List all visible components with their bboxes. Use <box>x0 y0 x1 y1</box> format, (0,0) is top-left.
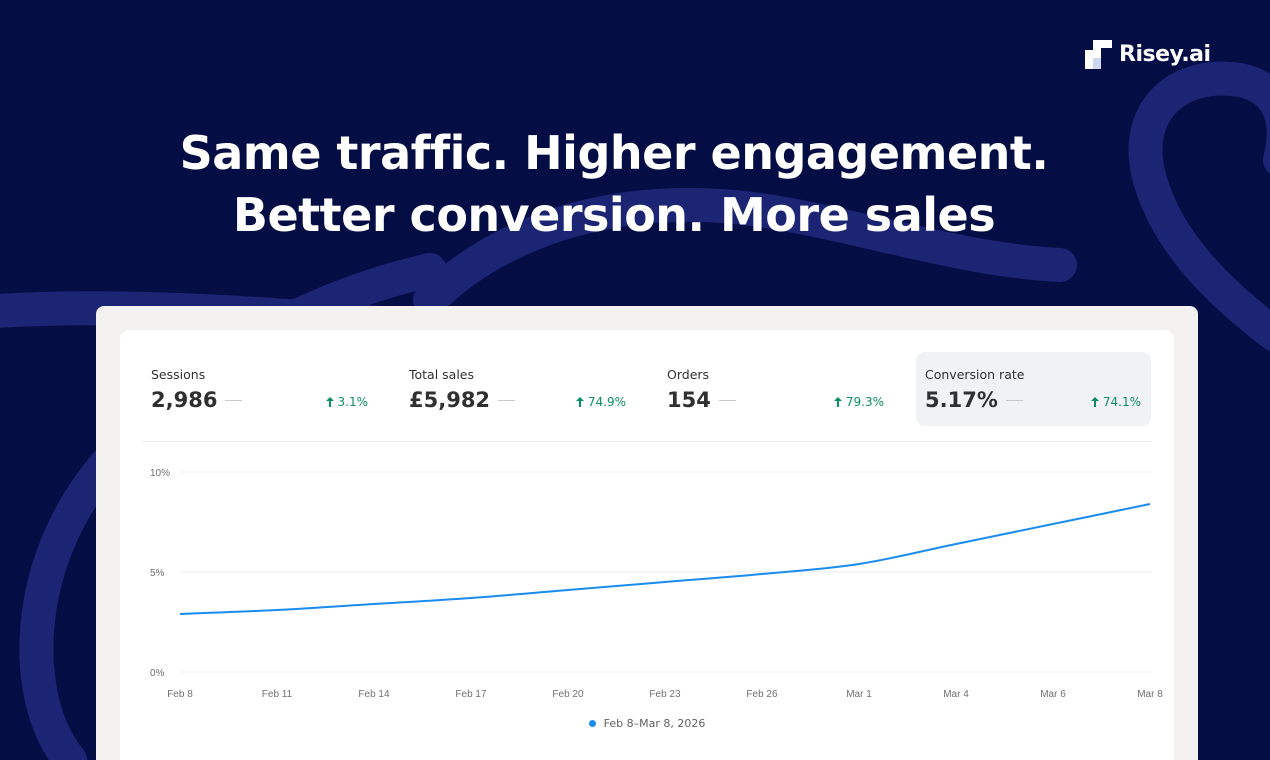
metric-dash <box>718 399 736 401</box>
metric-orders[interactable]: Orders 154 79.3% <box>658 352 894 426</box>
metric-delta: 74.9% <box>575 395 626 409</box>
metric-label: Orders <box>667 367 710 382</box>
x-tick-label: Feb 20 <box>552 689 584 700</box>
x-tick-label: Feb 14 <box>358 689 390 700</box>
metric-delta-value: 79.3% <box>845 395 884 409</box>
metric-delta: 3.1% <box>325 395 369 409</box>
legend-label: Feb 8–Mar 8, 2026 <box>603 717 706 730</box>
y-tick-label: 10% <box>150 468 170 479</box>
metric-value: 5.17% <box>925 388 998 412</box>
metric-value: 154 <box>667 388 711 412</box>
metric-delta: 74.1% <box>1090 395 1141 409</box>
arrow-up-icon <box>325 397 334 407</box>
risey-logo-icon <box>1085 39 1112 69</box>
metrics-row: Sessions 2,986 3.1% Total sales £5,982 <box>142 352 1152 426</box>
metric-value: £5,982 <box>409 388 491 412</box>
x-tick-label: Feb 8 <box>167 689 193 700</box>
x-tick-label: Mar 1 <box>846 689 872 700</box>
y-tick-label: 5% <box>150 568 165 579</box>
x-tick-label: Mar 4 <box>943 689 969 700</box>
metrics-divider <box>142 441 1152 442</box>
metric-value-wrap: 154 <box>667 388 736 412</box>
headline-line-2: Better conversion. More sales <box>232 188 996 242</box>
legend-dot <box>588 720 596 727</box>
arrow-up-icon <box>833 397 842 407</box>
metric-value-wrap: 2,986 <box>151 388 243 412</box>
x-tick-label: Mar 8 <box>1137 689 1163 700</box>
metric-label: Total sales <box>409 367 475 382</box>
metric-label: Conversion rate <box>925 367 1025 382</box>
brand-logo: Risey.ai <box>1085 38 1211 70</box>
metric-value-wrap: £5,982 <box>409 388 516 412</box>
series-line <box>179 503 1151 615</box>
metric-delta-value: 74.1% <box>1102 395 1141 409</box>
headline-line-1: Same traffic. Higher engagement. <box>179 126 1049 180</box>
analytics-card: Sessions 2,986 3.1% Total sales £5,982 <box>120 330 1174 760</box>
y-tick-label: 0% <box>150 668 165 679</box>
metric-dash <box>1005 399 1023 401</box>
metric-delta: 79.3% <box>833 395 884 409</box>
metric-value-wrap: 5.17% <box>925 388 1023 412</box>
conversion-rate-chart: 0% 5% 10% Feb 8 Feb 11 Feb 14 Feb 17 Feb 20 Feb … <box>150 468 1163 700</box>
x-tick-label: Mar 6 <box>1040 689 1066 700</box>
arrow-up-icon <box>575 397 584 407</box>
x-tick-label: Feb 17 <box>455 689 487 700</box>
chart-legend[interactable]: Feb 8–Mar 8, 2026 <box>120 717 1174 730</box>
metric-label: Sessions <box>151 367 206 382</box>
arrow-up-icon <box>1090 397 1099 407</box>
x-tick-label: Feb 26 <box>746 689 778 700</box>
metric-delta-value: 74.9% <box>587 395 626 409</box>
x-tick-label: Feb 11 <box>262 689 293 700</box>
x-tick-label: Feb 23 <box>649 689 681 700</box>
metric-delta-value: 3.1% <box>337 395 369 409</box>
metric-dash <box>498 399 516 401</box>
metric-sessions[interactable]: Sessions 2,986 3.1% <box>142 352 378 426</box>
metric-conversion-rate[interactable]: Conversion rate 5.17% 74.1% <box>916 352 1151 426</box>
metric-dash <box>225 399 243 401</box>
brand-name: Risey.ai <box>1119 41 1211 67</box>
hero-headline: Same traffic. Higher engagement. Better … <box>0 122 1228 246</box>
dashboard-panel: Sessions 2,986 3.1% Total sales £5,982 <box>96 306 1198 760</box>
metric-value: 2,986 <box>151 388 218 412</box>
metric-total-sales[interactable]: Total sales £5,982 74.9% <box>400 352 636 426</box>
